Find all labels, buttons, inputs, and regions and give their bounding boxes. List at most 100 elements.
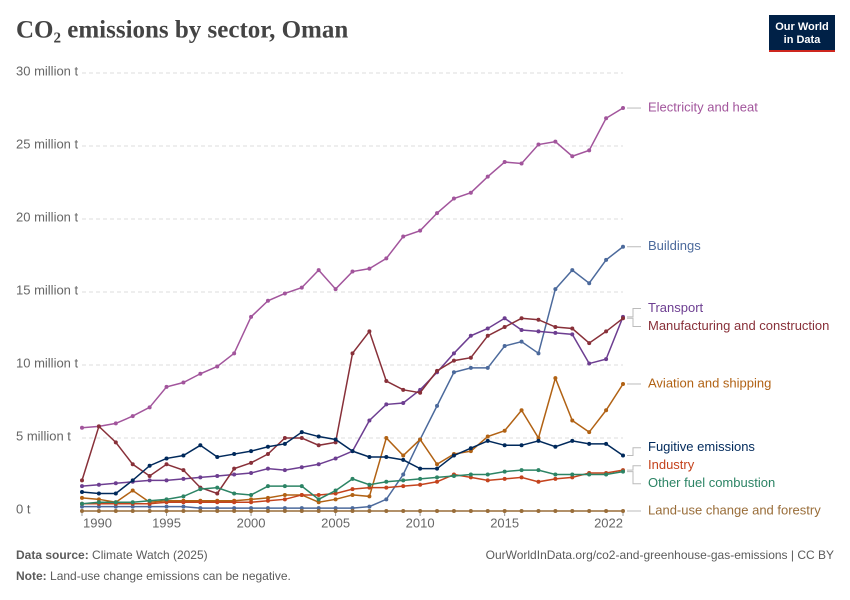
series-label: Aviation and shipping: [648, 375, 771, 390]
data-point: [113, 481, 118, 486]
data-point: [198, 500, 203, 505]
data-point: [621, 381, 625, 386]
data-point: [181, 476, 186, 481]
data-point: [502, 344, 507, 349]
data-point: [553, 476, 558, 481]
data-point: [536, 468, 541, 473]
data-point: [384, 402, 389, 407]
data-point: [80, 425, 84, 430]
data-point: [418, 476, 423, 481]
data-point: [333, 437, 338, 442]
x-tick-label: 1990: [83, 515, 112, 530]
data-point: [215, 454, 220, 459]
series: [80, 468, 625, 506]
data-point: [451, 370, 456, 375]
data-point: [316, 497, 321, 502]
data-point: [164, 384, 169, 389]
data-point: [536, 317, 541, 322]
data-point: [485, 333, 490, 338]
data-point: [468, 509, 473, 513]
data-point: [265, 484, 270, 489]
logo-text: in Data: [784, 34, 822, 46]
data-point: [333, 456, 338, 461]
data-point: [587, 430, 592, 435]
data-point: [350, 487, 355, 492]
data-point: [502, 476, 507, 481]
data-point: [485, 434, 490, 439]
data-point: [519, 475, 524, 480]
y-tick-label: 10 million t: [16, 355, 79, 370]
data-point: [519, 339, 524, 344]
series: [80, 375, 625, 505]
data-point: [485, 478, 490, 483]
data-point: [265, 444, 270, 449]
data-point: [299, 465, 304, 470]
data-point: [451, 351, 456, 356]
data-point: [621, 106, 625, 111]
data-point: [265, 506, 270, 511]
data-point: [401, 400, 406, 405]
data-point: [249, 492, 254, 497]
data-point: [587, 441, 592, 446]
data-point: [147, 501, 152, 506]
y-tick-label: 20 million t: [16, 209, 79, 224]
data-point: [282, 441, 287, 446]
data-point: [198, 475, 203, 480]
data-point: [587, 341, 592, 346]
data-point: [570, 154, 575, 159]
data-point: [282, 497, 287, 502]
data-point: [265, 509, 270, 513]
data-point: [570, 475, 575, 480]
data-point: [435, 466, 440, 471]
data-point: [367, 418, 372, 423]
data-point: [164, 478, 169, 483]
data-point: [553, 509, 558, 513]
series-label: Fugitive emissions: [648, 439, 755, 454]
data-point: [333, 506, 338, 511]
data-point: [350, 476, 355, 481]
data-point: [249, 500, 254, 505]
data-point: [519, 408, 524, 413]
data-point: [215, 491, 220, 496]
data-point: [164, 456, 169, 461]
data-point: [418, 228, 423, 233]
data-point: [367, 485, 372, 490]
data-point: [316, 492, 321, 497]
data-point: [130, 509, 135, 513]
data-point: [418, 482, 423, 487]
data-point: [401, 453, 406, 458]
data-point: [113, 421, 118, 426]
data-point: [80, 490, 84, 495]
y-tick-label: 25 million t: [16, 136, 79, 151]
data-point: [80, 504, 84, 509]
data-point: [299, 509, 304, 513]
series-line: [81, 107, 624, 429]
data-point: [181, 468, 186, 473]
series-label: Transport: [648, 300, 704, 315]
chart-title: CO₂ emissions by sector, Oman: [16, 17, 348, 44]
x-tick-label: 2000: [237, 515, 266, 530]
data-point: [604, 357, 609, 362]
data-point: [232, 472, 237, 477]
data-point: [147, 405, 152, 410]
data-point: [96, 491, 101, 496]
label-connector: [627, 465, 641, 471]
data-point: [621, 316, 625, 321]
data-point: [181, 380, 186, 385]
y-tick-label: 30 million t: [16, 63, 79, 78]
data-point: [265, 498, 270, 503]
data-point: [350, 492, 355, 497]
data-point: [587, 509, 592, 513]
data-point: [282, 509, 287, 513]
data-point: [553, 330, 558, 335]
data-point: [587, 148, 592, 153]
label-connector: [627, 447, 641, 457]
data-point: [485, 509, 490, 513]
data-point: [468, 449, 473, 454]
data-point: [96, 500, 101, 505]
data-point: [215, 506, 220, 511]
data-point: [80, 495, 84, 500]
data-point: [198, 443, 203, 448]
data-point: [80, 478, 84, 483]
data-point: [604, 257, 609, 262]
